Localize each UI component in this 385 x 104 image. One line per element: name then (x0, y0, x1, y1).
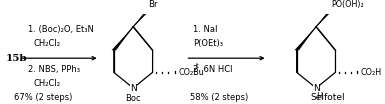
Text: Selfotel: Selfotel (310, 93, 345, 102)
Text: CO₂Bu: CO₂Bu (179, 68, 204, 77)
Text: 15b: 15b (5, 54, 27, 63)
Text: CH₂Cl₂: CH₂Cl₂ (33, 79, 60, 88)
Text: CO₂H: CO₂H (360, 68, 382, 77)
Text: 2. 6N HCl: 2. 6N HCl (193, 65, 233, 74)
Text: 67% (2 steps): 67% (2 steps) (14, 93, 73, 102)
Polygon shape (112, 27, 133, 50)
Polygon shape (316, 11, 332, 27)
Text: Boc: Boc (126, 94, 141, 103)
Text: t: t (196, 63, 199, 69)
Text: N: N (130, 84, 137, 93)
Text: 2. NBS, PPh₃: 2. NBS, PPh₃ (28, 65, 80, 74)
Text: CH₂Cl₂: CH₂Cl₂ (33, 39, 60, 48)
Text: H: H (316, 92, 323, 101)
Text: Br: Br (148, 0, 157, 9)
Text: 1. NaI: 1. NaI (193, 25, 218, 34)
Text: PO(OH)₂: PO(OH)₂ (331, 0, 364, 9)
Text: P(OEt)₃: P(OEt)₃ (193, 39, 223, 48)
Polygon shape (133, 11, 149, 27)
Text: 58% (2 steps): 58% (2 steps) (190, 93, 248, 102)
Text: N: N (313, 84, 320, 93)
Polygon shape (295, 27, 316, 50)
Text: 1. (Boc)₂O, Et₃N: 1. (Boc)₂O, Et₃N (28, 25, 94, 34)
